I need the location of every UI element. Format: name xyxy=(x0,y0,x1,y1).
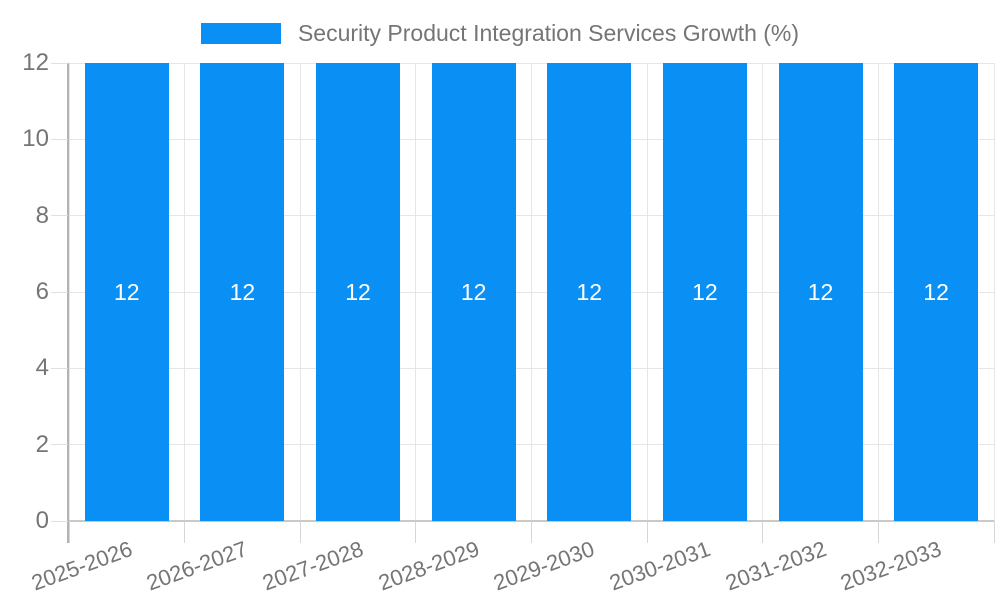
y-axis-tick xyxy=(51,367,68,369)
bar-2030-2031[interactable]: 12 xyxy=(662,63,747,521)
y-axis-tick xyxy=(51,215,68,217)
x-axis-tick xyxy=(877,521,879,543)
bar-2026-2027[interactable]: 12 xyxy=(200,63,285,521)
bar-2031-2032[interactable]: 12 xyxy=(778,63,863,521)
x-gridline xyxy=(762,63,764,521)
y-axis-tick xyxy=(51,520,68,522)
y-tick-label: 4 xyxy=(35,354,49,382)
bar-value-label: 12 xyxy=(923,278,949,305)
x-gridline xyxy=(993,63,995,521)
legend-swatch xyxy=(200,22,281,44)
bar-value-label: 12 xyxy=(807,278,834,305)
bar-value-label: 12 xyxy=(229,278,256,305)
y-tick-label: 8 xyxy=(35,201,49,229)
x-axis-tick xyxy=(184,521,186,543)
y-axis-line xyxy=(67,63,69,543)
x-gridline xyxy=(299,63,301,521)
x-axis-tick xyxy=(762,521,764,543)
x-axis-tick xyxy=(415,521,417,543)
x-axis-tick xyxy=(299,521,301,543)
x-axis-tick xyxy=(993,521,995,543)
bar-2029-2030[interactable]: 12 xyxy=(547,63,632,521)
x-axis-tick xyxy=(531,521,532,543)
x-gridline xyxy=(646,63,648,521)
y-tick-label: 2 xyxy=(35,430,49,458)
x-gridline xyxy=(184,63,186,521)
bar-value-label: 12 xyxy=(460,278,487,305)
x-gridline xyxy=(415,63,417,521)
x-gridline xyxy=(68,63,70,521)
bar-2028-2029[interactable]: 12 xyxy=(431,63,516,521)
bar-value-label: 12 xyxy=(692,278,718,305)
y-axis-tick xyxy=(51,444,68,446)
x-gridline xyxy=(877,63,879,521)
bar-2032-2033[interactable]: 12 xyxy=(894,63,979,521)
plot-area: 12 12 12 12 12 12 12 12 xyxy=(68,62,995,522)
x-axis-tick xyxy=(646,521,648,543)
y-tick-label: 6 xyxy=(35,278,49,305)
bar-2027-2028[interactable]: 12 xyxy=(316,63,401,521)
legend-label: Security Product Integration Services Gr… xyxy=(297,19,800,46)
x-gridline xyxy=(531,63,532,521)
y-tick-label: 0 xyxy=(35,507,49,534)
y-tick-label: 12 xyxy=(22,49,49,76)
bar-value-label: 12 xyxy=(345,278,371,305)
bar-value-label: 12 xyxy=(114,278,140,305)
bar-2025-2026[interactable]: 12 xyxy=(84,63,169,521)
y-axis-tick xyxy=(51,62,68,64)
y-axis-tick xyxy=(51,291,68,293)
bar-value-label: 12 xyxy=(576,278,603,305)
legend: Security Product Integration Services Gr… xyxy=(0,20,1000,46)
x-axis-tick xyxy=(68,521,70,543)
y-axis-tick xyxy=(51,138,68,140)
legend-item[interactable]: Security Product Integration Services Gr… xyxy=(200,19,800,47)
y-tick-label: 10 xyxy=(22,125,49,153)
